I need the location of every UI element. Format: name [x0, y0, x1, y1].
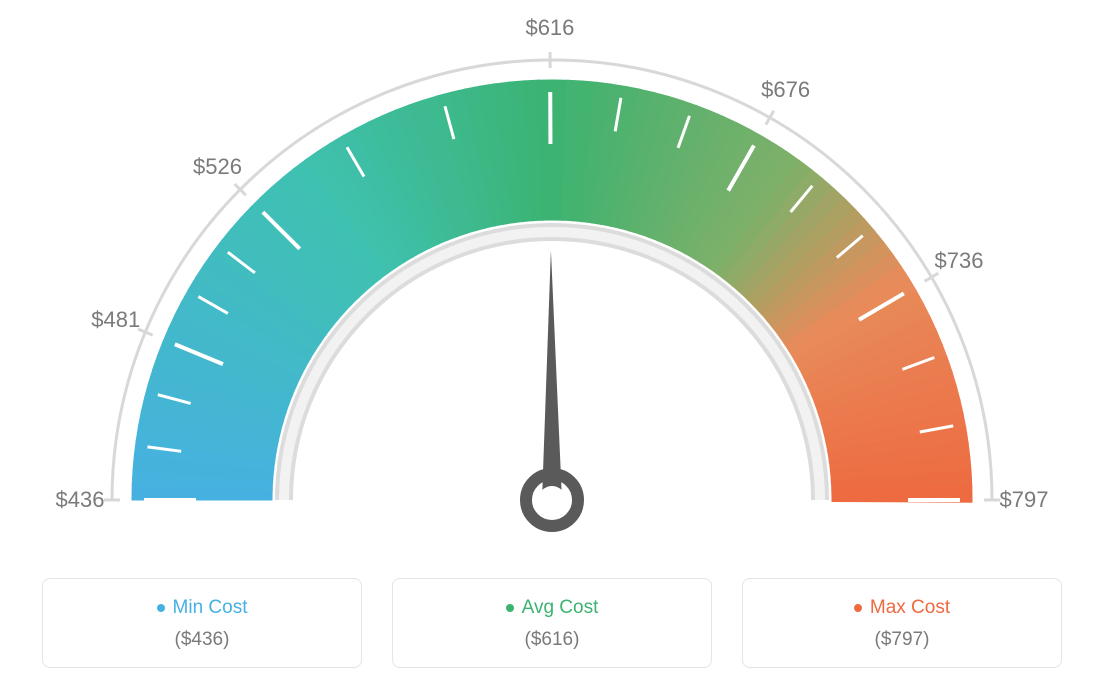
gauge-tick-label: $676 [761, 77, 810, 103]
legend-dot-max [854, 604, 862, 612]
gauge-tick-label: $436 [56, 487, 105, 513]
legend-title-max: Max Cost [854, 597, 950, 619]
gauge-hub-inner [538, 486, 566, 514]
legend-value-avg: ($616) [403, 629, 701, 651]
gauge-tick-label: $616 [525, 15, 574, 41]
legend-card-min: Min Cost ($436) [42, 578, 362, 668]
legend-value-max: ($797) [753, 629, 1051, 651]
legend-label-avg: Avg Cost [522, 597, 599, 619]
gauge-tick-label: $797 [1000, 487, 1049, 513]
gauge-needle [542, 250, 562, 500]
legend-title-min: Min Cost [157, 597, 248, 619]
legend-title-avg: Avg Cost [506, 597, 599, 619]
legend-dot-min [157, 604, 165, 612]
legend-card-max: Max Cost ($797) [742, 578, 1062, 668]
gauge-tick-label: $736 [935, 248, 984, 274]
legend-dot-avg [506, 604, 514, 612]
legend-label-max: Max Cost [870, 597, 950, 619]
legend-row: Min Cost ($436) Avg Cost ($616) Max Cost… [0, 578, 1104, 668]
gauge-tick-label: $481 [91, 307, 140, 333]
legend-value-min: ($436) [53, 629, 351, 651]
legend-card-avg: Avg Cost ($616) [392, 578, 712, 668]
gauge-chart: $436 $481 $526 $616 $676 $736 $797 [0, 0, 1104, 560]
gauge-tick-label: $526 [193, 154, 242, 180]
legend-label-min: Min Cost [173, 597, 248, 619]
gauge-svg [0, 0, 1104, 560]
